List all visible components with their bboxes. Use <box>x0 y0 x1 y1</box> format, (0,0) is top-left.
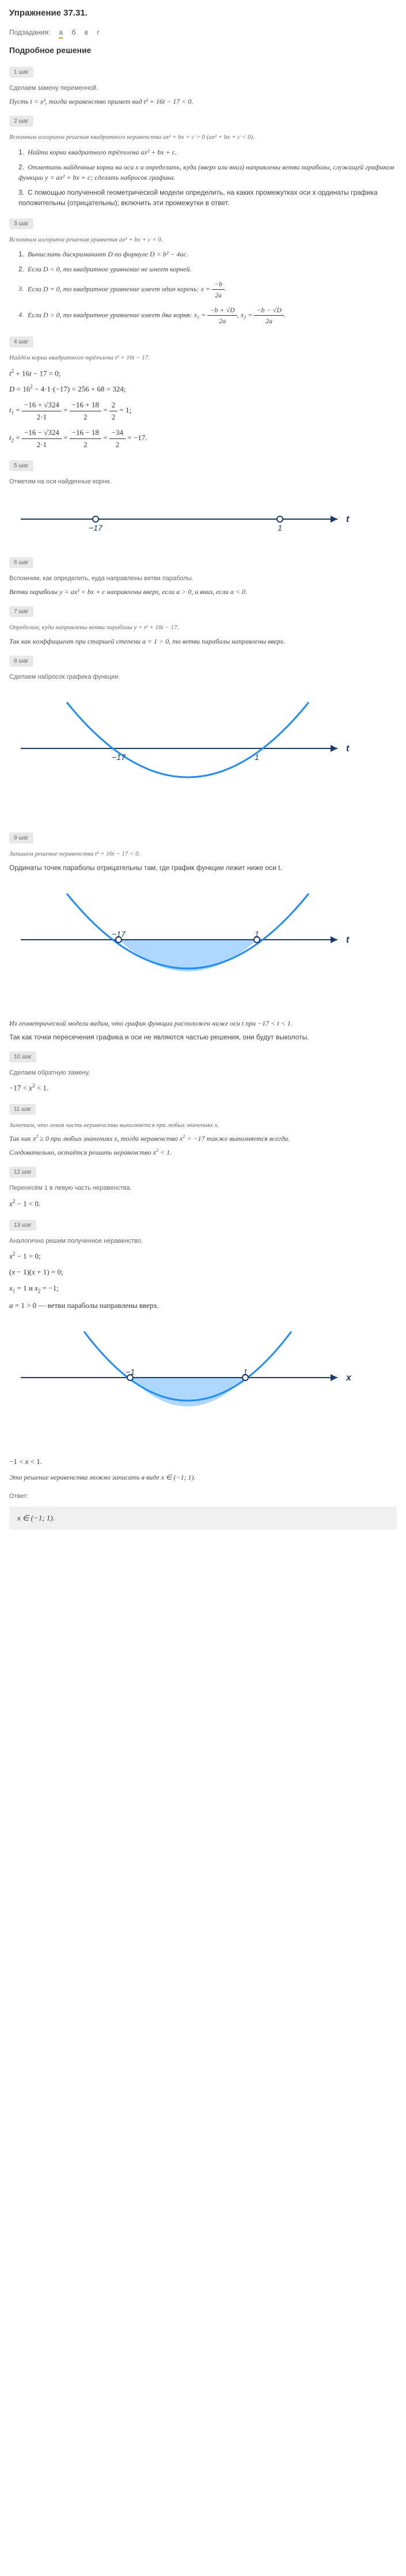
step-badge: 8 шаг <box>9 656 33 667</box>
math-line: D = 162 − 4·1·(−17) = 256 + 68 = 324; <box>9 383 397 395</box>
math-text: Ветви параболы y = ax² + bx + c направле… <box>9 587 397 597</box>
step-text: Вспомним алгоритм решения уравнения ax² … <box>9 235 397 245</box>
svg-text:1: 1 <box>278 523 282 532</box>
svg-text:−17: −17 <box>112 752 126 762</box>
math-line: a = 1 > 0 — ветви параболы направлены вв… <box>9 1300 397 1311</box>
text: Так как x2 ≥ 0 при любых значениях x, то… <box>9 1133 397 1144</box>
step-text: Сделаем замену переменной. <box>9 84 397 93</box>
math-text: Так как коэффициент при старшей степени … <box>9 636 397 646</box>
math-line: t1 = −16 + √3242·1 = −16 + 182 = 22 = 1; <box>9 399 397 422</box>
step-badge: 13 шаг <box>9 1220 36 1231</box>
exercise-title: Упражнение 37.31. <box>9 7 397 20</box>
step-text: Аналогично решим полученное неравенство. <box>9 1236 397 1246</box>
text: Так как точки пересечения графика и оси … <box>9 1032 397 1042</box>
numberline-chart: −17 1 t <box>9 496 397 542</box>
step-text: Вспомним алгоритм решения квадратного не… <box>9 133 397 142</box>
step-badge: 2 шаг <box>9 116 33 127</box>
parabola-chart-3: −1 1 x <box>9 1320 397 1447</box>
subtab-a[interactable]: а <box>59 28 63 39</box>
svg-text:x: x <box>346 1373 352 1383</box>
subtabs-label: Подзадания: <box>9 28 50 36</box>
text: Следовательно, остаётся решить неравенст… <box>9 1147 397 1158</box>
step-text: Сделаем набросок графика функции. <box>9 672 397 682</box>
step-badge: 5 шаг <box>9 460 33 471</box>
step-text: Вспомним, как определить, куда направлен… <box>9 574 397 584</box>
step-badge: 7 шаг <box>9 606 33 617</box>
svg-text:t: t <box>346 935 350 945</box>
step-text: Определим, куда направлены ветви парабол… <box>9 623 397 633</box>
list-item: 3.Если D = 0, то квадратное уравнение им… <box>18 279 397 300</box>
list-item: 1.Вычислить дискриминант D по формуле D … <box>18 249 397 259</box>
step-badge: 9 шаг <box>9 833 33 843</box>
svg-text:−17: −17 <box>112 929 126 939</box>
subtab-b[interactable]: б <box>71 28 75 36</box>
parabola-chart-1: −17 1 t <box>9 691 397 818</box>
final-text: Это решение неравенства можно записать в… <box>9 1472 397 1482</box>
step-text: Заметим, что левая часть неравенства вып… <box>9 1121 397 1130</box>
list-item: 2.Если D < 0, то квадратное уравнение не… <box>18 264 397 274</box>
math-line: x1 = 1 и x2 = −1; <box>9 1283 397 1295</box>
svg-text:−17: −17 <box>89 523 103 532</box>
svg-text:t: t <box>346 515 350 524</box>
step-text: Запишем решение неравенства t² + 16t − 1… <box>9 849 397 859</box>
solution-header: Подробное решение <box>9 44 397 56</box>
math-line: (x − 1)(x + 1) = 0; <box>9 1266 397 1278</box>
subtab-g[interactable]: г <box>97 28 99 36</box>
answer-label: Ответ: <box>9 1492 397 1501</box>
parabola-svg: −17 1 t <box>9 882 355 1009</box>
step-text: Перенесём 1 в левую часть неравенства. <box>9 1183 397 1193</box>
step-text: Найдём корни квадратного трёхчлена t² + … <box>9 353 397 363</box>
math-line: t2 + 16t − 17 = 0; <box>9 368 397 379</box>
svg-text:1: 1 <box>255 752 259 762</box>
final-answer: −1 < x < 1. <box>9 1456 397 1467</box>
answer-box: x ∈ (−1; 1). <box>9 1507 397 1530</box>
list-item: 4.Если D > 0, то квадратное уравнение им… <box>18 305 397 326</box>
step-badge: 3 шаг <box>9 218 33 229</box>
svg-text:t: t <box>346 744 350 754</box>
step-badge: 4 шаг <box>9 336 33 347</box>
step-badge: 1 шаг <box>9 67 33 78</box>
svg-text:1: 1 <box>255 929 259 939</box>
list-item: 2.Отметить найденные корни на оси x и оп… <box>18 162 397 183</box>
step-text: Отметим на оси найденные корни. <box>9 477 397 487</box>
step-badge: 10 шаг <box>9 1051 36 1062</box>
step-badge: 12 шаг <box>9 1167 36 1178</box>
numberline-svg: −17 1 t <box>9 496 355 542</box>
parabola-chart-2: −17 1 t <box>9 882 397 1009</box>
svg-text:1: 1 <box>243 1367 248 1376</box>
text: Ординаты точек параболы отрицательны там… <box>9 863 397 873</box>
math-line: x2 − 1 = 0; <box>9 1250 397 1262</box>
parabola-svg: −1 1 x <box>9 1320 355 1447</box>
step-text: Сделаем обратную замену. <box>9 1068 397 1078</box>
step-badge: 11 шаг <box>9 1104 36 1115</box>
math-line: −17 < x2 < 1. <box>9 1082 397 1094</box>
math-line: t2 = −16 − √3242·1 = −16 − 182 = −342 = … <box>9 427 397 450</box>
list-item: 1.Найти корни квадратного трёхчлена ax² … <box>18 147 397 157</box>
math-line: x2 − 1 < 0. <box>9 1198 397 1209</box>
math-text: Пусть t = x², тогда неравенство примет в… <box>9 96 397 107</box>
subtabs: Подзадания: а б в г <box>9 27 397 37</box>
svg-text:−1: −1 <box>126 1367 135 1376</box>
step-badge: 6 шаг <box>9 557 33 568</box>
text: Из геометрической модели видим, что граф… <box>9 1018 397 1028</box>
parabola-svg: −17 1 t <box>9 691 355 818</box>
list-item: 3.С помощью полученной геометрической мо… <box>18 187 397 208</box>
subtab-v[interactable]: в <box>85 28 88 36</box>
